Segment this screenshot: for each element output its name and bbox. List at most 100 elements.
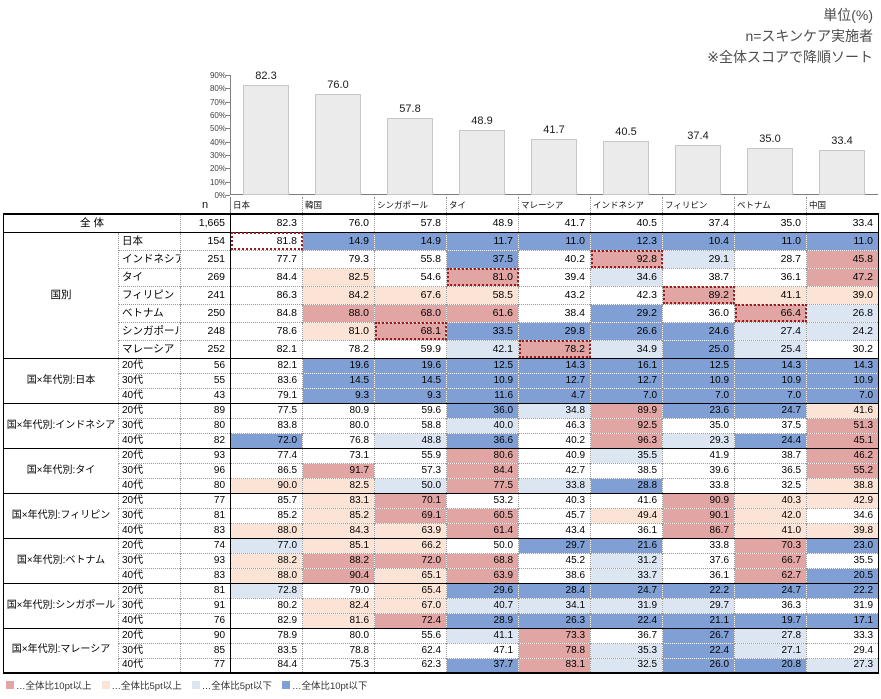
score-cell: 89.2 <box>662 285 736 304</box>
bar-value-label: 82.3 <box>255 70 277 83</box>
row-n: 93 <box>180 552 232 568</box>
score-cell: 16.1 <box>590 357 664 373</box>
n-column-header: n <box>201 199 209 211</box>
y-tick <box>226 101 230 103</box>
legend-label: …全体比5pt以上 <box>111 681 182 692</box>
score-cell: 41.6 <box>590 492 664 508</box>
score-table: 全 体 1,665 82.3 76.0 57.8 48.9 41.7 40.5 37.4 35.0… <box>3 213 880 674</box>
score-cell: 85.2 <box>302 507 376 523</box>
row-n: 80 <box>180 477 232 493</box>
y-tick-label: 30% <box>209 151 226 160</box>
score-cell: 36.0 <box>662 303 736 322</box>
score-cell: 88.0 <box>302 303 376 322</box>
overall-score-cell: 41.7 <box>518 214 592 232</box>
row-label: 20代 <box>118 492 182 508</box>
row-label: タイ <box>118 267 182 286</box>
row-label: 20代 <box>118 402 182 418</box>
legend-label: …全体比10pt以上 <box>16 681 92 692</box>
score-cell: 12.3 <box>590 231 664 250</box>
score-cell: 36.0 <box>446 402 520 418</box>
score-cell: 47.1 <box>446 642 520 658</box>
score-cell: 55.8 <box>374 249 448 268</box>
score-cell: 36.1 <box>590 522 664 538</box>
row-label: 40代 <box>118 522 182 538</box>
score-cell: 10.4 <box>662 231 736 250</box>
score-cell: 85.2 <box>230 507 304 523</box>
x-category-label: 日本 <box>230 197 302 213</box>
x-category-label: タイ <box>446 197 518 213</box>
score-cell: 58.8 <box>374 417 448 433</box>
score-cell: 62.7 <box>734 567 808 583</box>
group-label: 国×年代別:ベトナム <box>3 537 119 583</box>
score-cell: 37.7 <box>446 657 520 673</box>
score-cell: 79.1 <box>230 387 304 403</box>
score-cell: 33.8 <box>518 477 592 493</box>
score-cell: 55.9 <box>374 447 448 463</box>
y-tick-label: 20% <box>209 164 226 174</box>
overall-score-cell: 82.3 <box>230 214 304 232</box>
score-cell: 26.7 <box>662 627 736 643</box>
score-cell: 77.5 <box>230 402 304 418</box>
row-n: 81 <box>180 582 232 598</box>
score-cell: 31.2 <box>590 552 664 568</box>
score-cell: 53.2 <box>446 492 520 508</box>
score-cell: 42.7 <box>518 462 592 478</box>
table-row: 30代 96 86.5 91.7 57.3 84.4 42.7 38.5 39.6 36.5 55.… <box>4 462 879 478</box>
score-cell: 79.0 <box>302 582 376 598</box>
score-cell: 34.6 <box>806 507 879 523</box>
score-cell: 80.2 <box>230 597 304 613</box>
score-cell: 40.9 <box>518 447 592 463</box>
score-cell: 33.8 <box>662 477 736 493</box>
score-cell: 69.1 <box>374 507 448 523</box>
score-cell: 42.0 <box>734 507 808 523</box>
score-cell: 38.7 <box>662 267 736 286</box>
group-label: 国×年代別:シンガポール <box>3 582 119 628</box>
score-cell: 39.0 <box>806 285 879 304</box>
table-row: マレーシア 252 82.1 78.2 59.9 42.1 78.2 34.9 25.0 25.4… <box>4 339 879 358</box>
x-category-label: マレーシア <box>518 197 590 213</box>
score-cell: 81.0 <box>446 267 520 286</box>
score-cell: 38.4 <box>518 303 592 322</box>
score-cell: 37.5 <box>734 417 808 433</box>
score-cell: 26.0 <box>662 657 736 673</box>
legend-item: …全体比5pt以上 <box>92 678 182 692</box>
score-cell: 26.8 <box>806 303 879 322</box>
table-row: 40代 82 72.0 76.8 48.8 36.6 40.2 96.3 29.3 24.4 45.… <box>4 432 879 448</box>
row-n: 90 <box>180 627 232 643</box>
score-cell: 72.0 <box>374 552 448 568</box>
score-cell: 86.7 <box>662 522 736 538</box>
score-cell: 19.6 <box>374 357 448 373</box>
score-cell: 77.7 <box>230 249 304 268</box>
score-cell: 23.0 <box>806 537 879 553</box>
score-cell: 45.7 <box>518 507 592 523</box>
n-note: n=スキンケア実施者 <box>745 28 873 44</box>
row-label: マレーシア <box>118 339 182 358</box>
score-cell: 7.0 <box>590 387 664 403</box>
score-cell: 41.1 <box>734 285 808 304</box>
score-cell: 41.0 <box>734 522 808 538</box>
y-tick <box>226 141 230 143</box>
score-cell: 83.5 <box>230 642 304 658</box>
score-cell: 40.3 <box>734 492 808 508</box>
score-cell: 7.0 <box>806 387 879 403</box>
score-cell: 68.0 <box>374 303 448 322</box>
score-cell: 27.1 <box>734 642 808 658</box>
y-tick-label: 70% <box>209 97 226 107</box>
score-cell: 83.8 <box>230 417 304 433</box>
score-cell: 34.6 <box>590 267 664 286</box>
overall-label: 全 体 <box>3 214 182 232</box>
score-cell: 39.6 <box>662 462 736 478</box>
score-cell: 12.7 <box>518 372 592 388</box>
score-cell: 82.5 <box>302 477 376 493</box>
score-cell: 27.8 <box>734 627 808 643</box>
overall-score-cell: 57.8 <box>374 214 448 232</box>
score-cell: 20.5 <box>806 567 879 583</box>
score-cell: 10.9 <box>446 372 520 388</box>
score-cell: 14.5 <box>302 372 376 388</box>
score-cell: 91.7 <box>302 462 376 478</box>
score-cell: 78.2 <box>302 339 376 358</box>
score-cell: 29.8 <box>518 321 592 340</box>
y-tick-label: 50% <box>209 124 226 134</box>
score-cell: 96.3 <box>590 432 664 448</box>
score-cell: 75.3 <box>302 657 376 673</box>
